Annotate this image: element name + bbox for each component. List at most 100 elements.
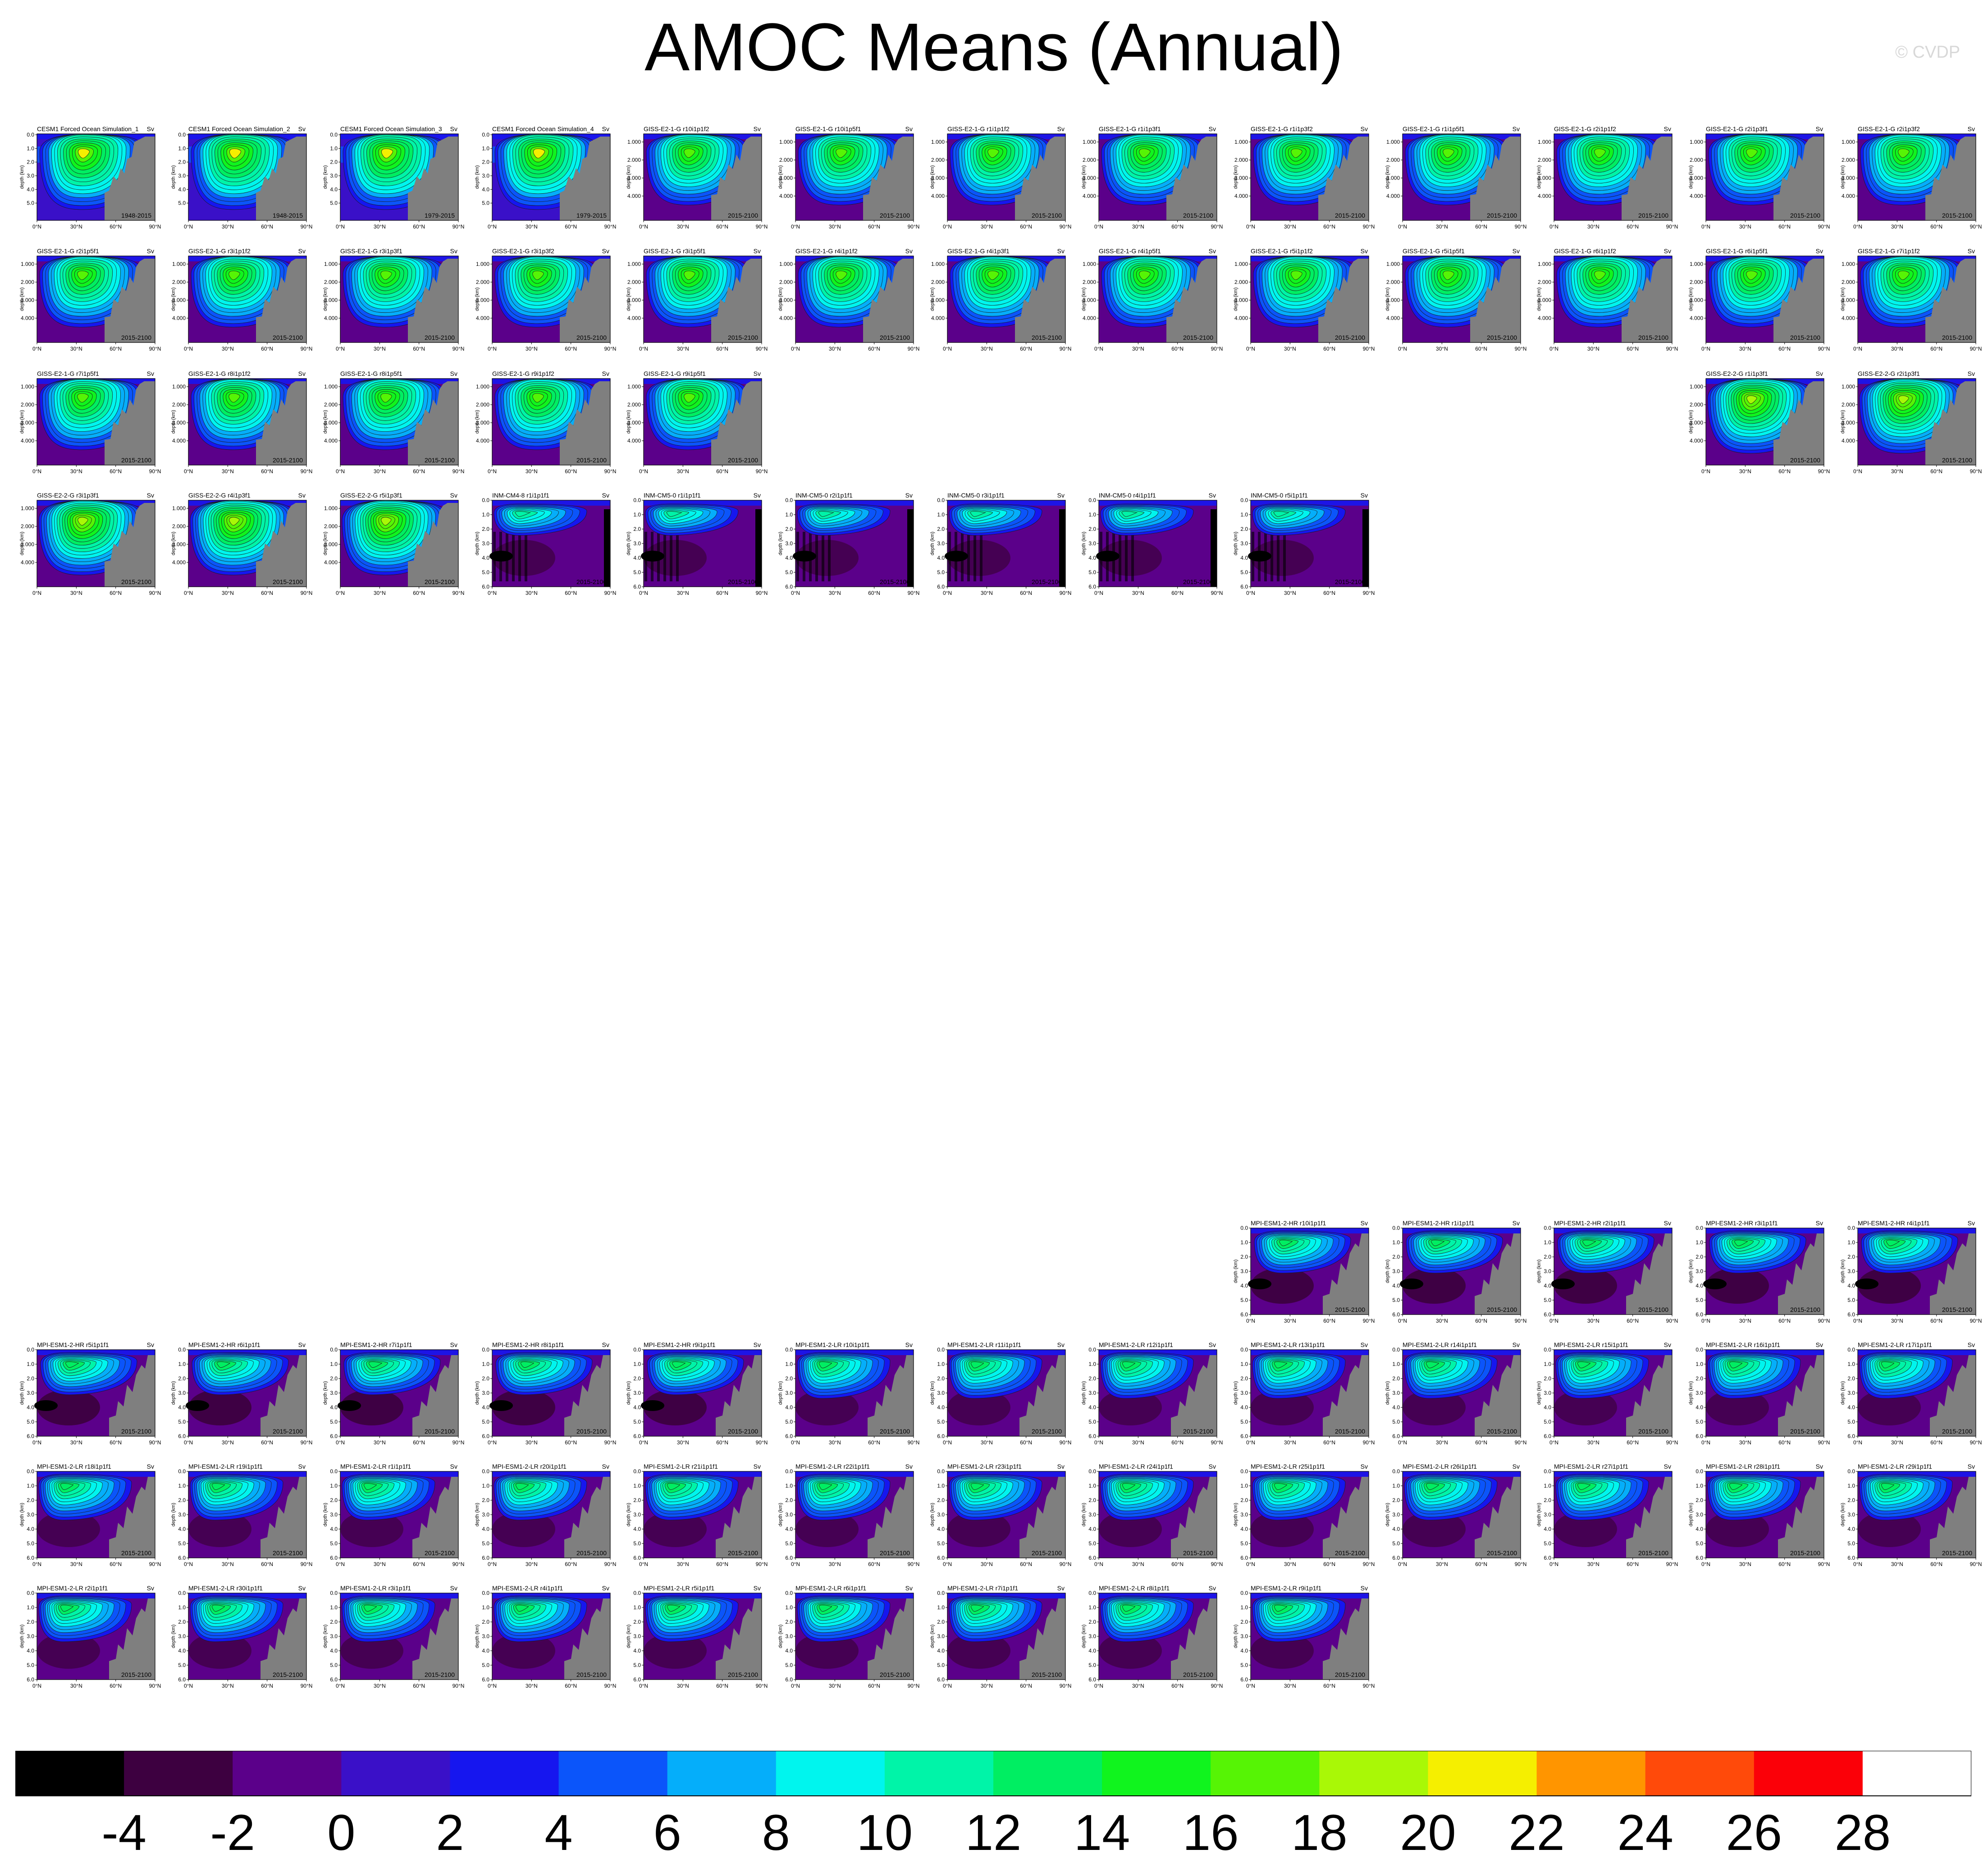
amoc-panel: INM-CM5-0 r5i1p1f1 Sv 2015-2100 0.0 1.0 2.0 3.… [1233,489,1387,602]
y-axis-label: depth (km) [171,288,176,311]
y-tick-label: 3.0 [1544,1390,1551,1396]
plot-frame [340,133,459,221]
y-tick-label: 4.000 [21,559,34,566]
x-tick-label: 30°N [374,346,386,352]
deep-cell [1251,1389,1314,1425]
y-tick-label: 0.0 [1544,1225,1551,1231]
x-tick-label: 60°N [716,1683,728,1689]
y-tick-label: 1.0 [1240,1361,1248,1367]
y-tick-label: 5.0 [937,569,945,575]
y-axis-label: depth (km) [1081,532,1087,556]
y-tick-label: 0.0 [633,1468,641,1475]
x-tick-label: 90°N [908,1683,920,1689]
x-tick-label: 60°N [261,224,273,230]
period-label: 2015-2100 [1638,1306,1668,1313]
y-tick-label: 4.000 [1234,193,1248,199]
period-label: 2015-2100 [1942,334,1972,341]
panel-title: MPI-ESM1-2-LR r24i1p1f1 [1099,1463,1173,1470]
amoc-panel: GISS-E2-1-G r1i1p5f1 Sv 2015-2100 1.000 2.00… [1385,123,1539,236]
x-tick-label: 60°N [110,590,122,596]
y-tick-label: 5.0 [330,1540,338,1547]
amoc-panel: MPI-ESM1-2-LR r21i1p1f1 Sv 2015-2100 0.0 1.0… [626,1461,780,1573]
x-tick-label: 90°N [1666,1318,1678,1324]
x-tick-label: 30°N [829,1561,841,1567]
y-tick-label: 4.0 [1392,1526,1400,1532]
deep-cell-core [641,1400,664,1411]
panel-units: Sv [905,1463,913,1470]
y-axis-label: depth (km) [19,165,25,189]
x-tick-label: 0°N [791,590,800,596]
x-tick-label: 90°N [1211,1439,1223,1446]
bathymetry-mask [260,1477,306,1558]
y-tick-label: 2.000 [476,279,489,285]
panel-units: Sv [602,125,609,132]
contour-level [1594,148,1606,158]
x-tick-label: 60°N [261,590,273,596]
colorbar-tick-label: 18 [1291,1804,1348,1859]
x-tick-label: 60°N [413,1439,425,1446]
contour-level [684,270,695,280]
y-tick-label: 3.000 [1538,175,1551,181]
x-tick-label: 0°N [184,1683,193,1689]
amoc-panel-svg: MPI-ESM1-2-LR r30i1p1f1 Sv2015-21000.01.0… [171,1584,312,1689]
panel-units: Sv [602,492,609,499]
x-tick-label: 90°N [756,1683,768,1689]
x-tick-label: 60°N [1323,346,1335,352]
noise-streak [967,532,970,581]
period-label: 2015-2100 [1790,457,1820,464]
panel-title: GISS-E2-1-G r10i1p5f1 [795,125,861,132]
y-axis-label: depth (km) [475,1503,480,1527]
y-tick-label: 1.000 [476,384,489,390]
contour-level [77,270,89,280]
y-tick-label: 0.0 [27,1590,34,1596]
y-tick-label: 1.000 [21,505,34,511]
x-tick-label: 60°N [413,590,425,596]
deep-cell [1554,1511,1617,1547]
panel-title: INM-CM5-0 r5i1p1f1 [1251,492,1308,499]
contour-level [229,148,241,159]
panel-title: GISS-E2-1-G r9i1p5f1 [644,370,706,377]
contour-level [60,1605,74,1612]
panel-units: Sv [147,1584,154,1592]
amoc-panel-svg: GISS-E2-2-G r4i1p3f1 Sv2015-21001.0002.00… [171,492,312,596]
amoc-panel-svg: MPI-ESM1-2-LR r10i1p1f1 Sv2015-21000.01.0… [778,1341,919,1446]
y-tick-label: 5.0 [633,1540,641,1547]
deep-cell [340,1389,403,1425]
x-tick-label: 30°N [374,1439,386,1446]
y-tick-label: 4.0 [27,1404,34,1411]
y-tick-label: 5.0 [330,200,338,206]
y-tick-label: 3.0 [937,540,945,547]
x-tick-label: 30°N [222,1683,234,1689]
y-tick-label: 1.000 [1842,139,1855,145]
bathymetry-mask [1318,137,1369,220]
period-label: 2015-2100 [880,1549,910,1557]
colorbar-tick-label: 14 [1074,1804,1130,1859]
y-tick-label: 3.0 [1847,1390,1855,1396]
period-label: 2015-2100 [1790,1549,1820,1557]
bathymetry-mask [1475,1477,1521,1558]
bathymetry-mask [256,381,306,465]
y-tick-label: 1.0 [1240,1483,1248,1489]
x-tick-label: 60°N [261,346,273,352]
y-tick-label: 1.0 [330,1361,338,1367]
y-tick-label: 4.000 [627,193,641,199]
y-axis-label: depth (km) [475,1625,480,1648]
colorbar-tick-label: 8 [762,1804,790,1859]
amoc-panel: INM-CM5-0 r4i1p1f1 Sv 2015-2100 0.0 1.0 2.0 3.… [1081,489,1235,602]
y-axis-label: depth (km) [778,1625,783,1648]
y-tick-label: 3.0 [330,1511,338,1518]
y-tick-label: 1.0 [785,1483,793,1489]
period-label: 2015-2100 [1183,578,1213,585]
y-tick-label: 0.0 [1088,497,1096,503]
y-tick-label: 4.0 [1088,1404,1096,1411]
y-tick-label: 1.0 [785,511,793,518]
panel-title: INM-CM5-0 r1i1p1f1 [644,492,701,499]
period-label: 2015-2100 [1790,334,1820,341]
period-label: 2015-2100 [1335,1428,1365,1435]
x-tick-label: 90°N [756,224,768,230]
y-tick-label: 0.0 [1088,1468,1096,1475]
y-axis-label: depth (km) [930,1625,935,1648]
x-tick-label: 30°N [1436,1318,1448,1324]
x-tick-label: 90°N [1818,224,1830,230]
panel-title: GISS-E2-2-G r1i1p3f1 [1706,370,1768,377]
